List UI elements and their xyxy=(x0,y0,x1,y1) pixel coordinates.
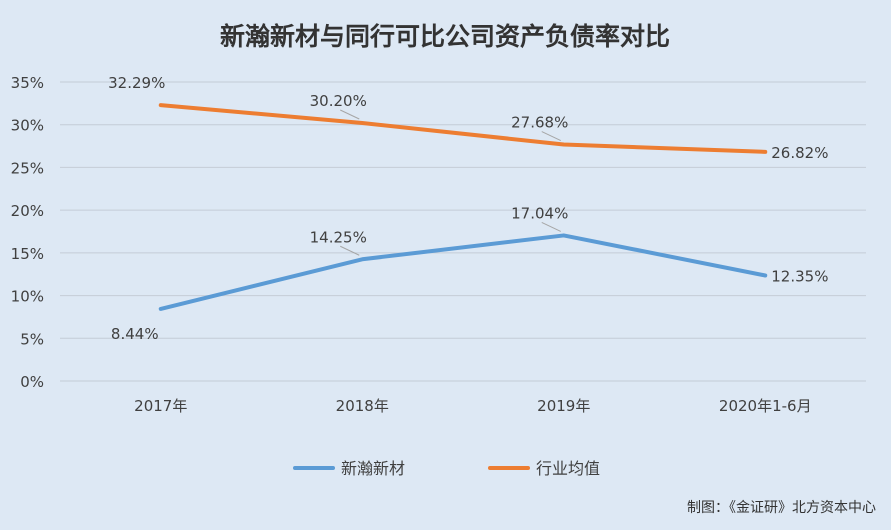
x-axis-ticks: 2017年 2018年 2019年 2020年1-6月 xyxy=(134,397,811,415)
chart-title: 新瀚新材与同行可比公司资产负债率对比 xyxy=(220,22,670,51)
y-tick-label: 20% xyxy=(11,202,44,220)
data-label: 14.25% xyxy=(310,228,367,246)
x-tick-label: 2017年 xyxy=(134,397,187,415)
data-label: 32.29% xyxy=(108,74,165,92)
series-line xyxy=(158,233,768,311)
series-line xyxy=(158,103,768,154)
data-labels: 8.44% 14.25% 17.04% 12.35% 32.29% 30.20% 27.68… xyxy=(108,74,828,343)
y-tick-label: 15% xyxy=(11,245,44,263)
data-label: 30.20% xyxy=(310,92,367,110)
y-tick-label: 5% xyxy=(20,330,44,348)
leader-line xyxy=(541,131,561,141)
data-label: 12.35% xyxy=(771,267,828,285)
gridlines xyxy=(60,81,866,382)
y-tick-label: 0% xyxy=(20,373,44,391)
y-tick-label: 35% xyxy=(11,74,44,92)
source-note: 制图：《金证研》北方资本中心 xyxy=(687,500,876,516)
legend-label: 新瀚新材 xyxy=(341,459,405,478)
data-label: 8.44% xyxy=(111,325,159,343)
series xyxy=(158,103,768,311)
leader-line xyxy=(541,221,561,232)
y-tick-label: 30% xyxy=(11,117,44,135)
legend-label: 行业均值 xyxy=(536,459,600,478)
x-tick-label: 2020年1-6月 xyxy=(719,397,812,415)
y-axis-ticks: 0% 5% 10% 15% 20% 25% 30% 35% xyxy=(11,74,44,391)
legend: 新瀚新材 行业均值 xyxy=(293,459,600,478)
data-label: 26.82% xyxy=(771,144,828,162)
x-tick-label: 2018年 xyxy=(336,397,389,415)
data-label: 27.68% xyxy=(511,114,568,132)
leader-line xyxy=(340,109,360,120)
y-tick-label: 25% xyxy=(11,159,44,177)
data-label: 17.04% xyxy=(511,204,568,222)
leader-line xyxy=(340,245,360,256)
y-tick-label: 10% xyxy=(11,288,44,306)
x-tick-label: 2019年 xyxy=(537,397,590,415)
